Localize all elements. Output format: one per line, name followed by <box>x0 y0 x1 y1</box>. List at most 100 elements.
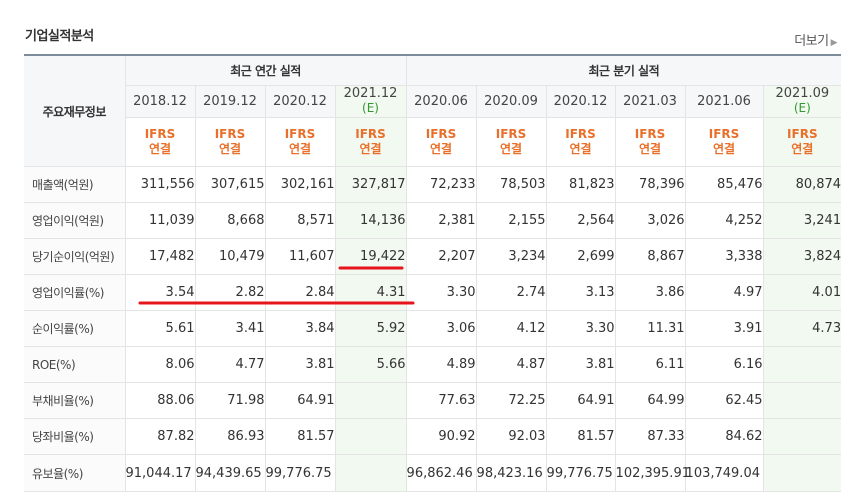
period-date: 2021.09 (E) <box>763 85 842 118</box>
table-cell <box>763 454 842 492</box>
table-cell: 96,862.46 <box>405 454 477 492</box>
period-date: 2020.12 <box>265 85 336 118</box>
table-cell: 11.31 <box>615 310 686 347</box>
period-date-label: 2021.09 <box>775 86 830 101</box>
table-cell: 77.63 <box>405 382 477 419</box>
table-cell <box>335 454 407 492</box>
table-cell: 4.87 <box>476 346 547 383</box>
ifrs-label: IFRS 연결 <box>763 117 842 167</box>
table-cell: 2.84 <box>265 274 336 311</box>
table-cell: 81.57 <box>546 418 616 455</box>
table-cell: 3,026 <box>615 202 686 239</box>
row-label: 매출액(억원) <box>24 166 126 203</box>
table-cell: 311,556 <box>125 166 196 203</box>
ifrs-line1: IFRS <box>214 127 246 141</box>
table-cell: 3.30 <box>546 310 616 347</box>
ifrs-line1: IFRS <box>284 127 316 141</box>
ifrs-line2: 연결 <box>359 142 382 156</box>
table-cell: 5.66 <box>335 346 407 383</box>
table-cell: 302,161 <box>265 166 336 203</box>
table-cell: 103,749.04 <box>685 454 764 492</box>
ifrs-line1: IFRS <box>495 127 527 141</box>
ifrs-label: IFRS 연결 <box>335 117 407 167</box>
period-date-label: 2021.03 <box>623 93 677 109</box>
table-cell: 4.97 <box>685 274 764 311</box>
table-cell: 71.98 <box>195 382 266 419</box>
row-label: ROE(%) <box>24 346 126 383</box>
table-cell: 3.06 <box>405 310 477 347</box>
table-cell: 17,482 <box>125 238 196 275</box>
table-row: ROE(%) 8.06 4.77 3.81 5.66 4.89 4.87 3.81 6.11 6.… <box>24 346 842 383</box>
period-date-label: 2020.06 <box>414 93 468 109</box>
table-cell: 4.01 <box>763 274 842 311</box>
table-cell: 94,439.65 <box>195 454 266 492</box>
period-date-label: 2020.12 <box>553 93 608 109</box>
section-title: 기업실적분석 <box>25 29 94 44</box>
ifrs-line1: IFRS <box>634 127 666 141</box>
table-cell: 4.31 <box>335 274 407 311</box>
table-cell: 88.06 <box>125 382 196 419</box>
table-row: 당기순이익(억원) 17,482 10,479 11,607 19,422 2,207 3,… <box>24 238 842 275</box>
table-cell: 78,503 <box>476 166 547 203</box>
period-date: 2021.06 <box>685 85 764 118</box>
row-label: 유보율(%) <box>24 454 126 492</box>
table-cell: 4.73 <box>763 310 842 347</box>
table-cell: 91,044.17 <box>125 454 196 492</box>
table-row: 유보율(%) 91,044.17 94,439.65 99,776.75 96,862.… <box>24 454 842 492</box>
header-annual-group: 최근 연간 실적 <box>125 55 407 86</box>
period-date: 2019.12 <box>195 85 266 118</box>
table-row: 영업이익(억원) 11,039 8,668 8,571 14,136 2,381 2,155… <box>24 202 842 239</box>
table-cell: 4.12 <box>476 310 547 347</box>
table-cell: 92.03 <box>476 418 547 455</box>
table-cell: 102,395.91 <box>615 454 690 492</box>
table-cell: 87.82 <box>125 418 196 455</box>
more-label: 더보기 <box>794 34 829 49</box>
ifrs-line2: 연결 <box>288 142 312 156</box>
table-cell: 99,776.75 <box>546 454 616 492</box>
table-cell: 5.61 <box>125 310 196 347</box>
table-cell: 72,233 <box>405 166 477 203</box>
table-cell <box>335 382 407 419</box>
table-cell: 8,571 <box>265 202 336 239</box>
table-cell: 64.99 <box>615 382 686 419</box>
period-date: 2020.09 <box>476 85 547 118</box>
period-date: 2021.03 <box>615 85 686 118</box>
table-cell: 2.82 <box>195 274 266 311</box>
ifrs-line2: 연결 <box>791 142 814 156</box>
table-cell: 19,422 <box>335 238 407 275</box>
ifrs-line1: IFRS <box>425 127 457 141</box>
ifrs-line2: 연결 <box>148 142 172 156</box>
table-cell: 3.13 <box>546 274 616 311</box>
table-cell: 3,241 <box>763 202 842 239</box>
ifrs-line2: 연결 <box>218 142 242 156</box>
estimate-badge: (E) <box>793 101 811 115</box>
table-row: 부채비율(%) 88.06 71.98 64.91 77.63 72.25 64.91 64.… <box>24 382 842 419</box>
table-cell: 3.41 <box>195 310 266 347</box>
estimate-badge: (E) <box>362 101 379 115</box>
table-cell: 84.62 <box>685 418 764 455</box>
ifrs-line2: 연결 <box>639 142 662 156</box>
table-cell <box>763 346 842 383</box>
table-cell: 3,338 <box>685 238 764 275</box>
table-cell: 87.33 <box>615 418 686 455</box>
more-link[interactable]: 더보기 ▶ <box>794 30 837 49</box>
header-label-col: 주요재무정보 <box>24 55 126 167</box>
table-cell: 2.74 <box>476 274 547 311</box>
table-cell: 86.93 <box>195 418 266 455</box>
ifrs-line2: 연결 <box>430 142 453 156</box>
table-cell: 8.06 <box>125 346 196 383</box>
ifrs-line2: 연결 <box>569 142 592 156</box>
ifrs-label: IFRS 연결 <box>125 117 196 167</box>
table-cell: 3.54 <box>125 274 196 311</box>
ifrs-label: IFRS 연결 <box>685 117 764 167</box>
period-date: 2021.12 (E) <box>335 85 407 118</box>
table-cell: 4,252 <box>685 202 764 239</box>
table-cell: 4.89 <box>405 346 477 383</box>
table-cell: 10,479 <box>195 238 266 275</box>
financial-table: 주요재무정보 최근 연간 실적 최근 분기 실적 2018.12 2019.12 2… <box>24 54 842 492</box>
table-cell: 6.11 <box>615 346 686 383</box>
period-date: 2020.06 <box>405 85 477 118</box>
row-label: 순이익률(%) <box>24 310 126 347</box>
ifrs-line1: IFRS <box>787 127 818 141</box>
table-cell: 11,607 <box>265 238 336 275</box>
